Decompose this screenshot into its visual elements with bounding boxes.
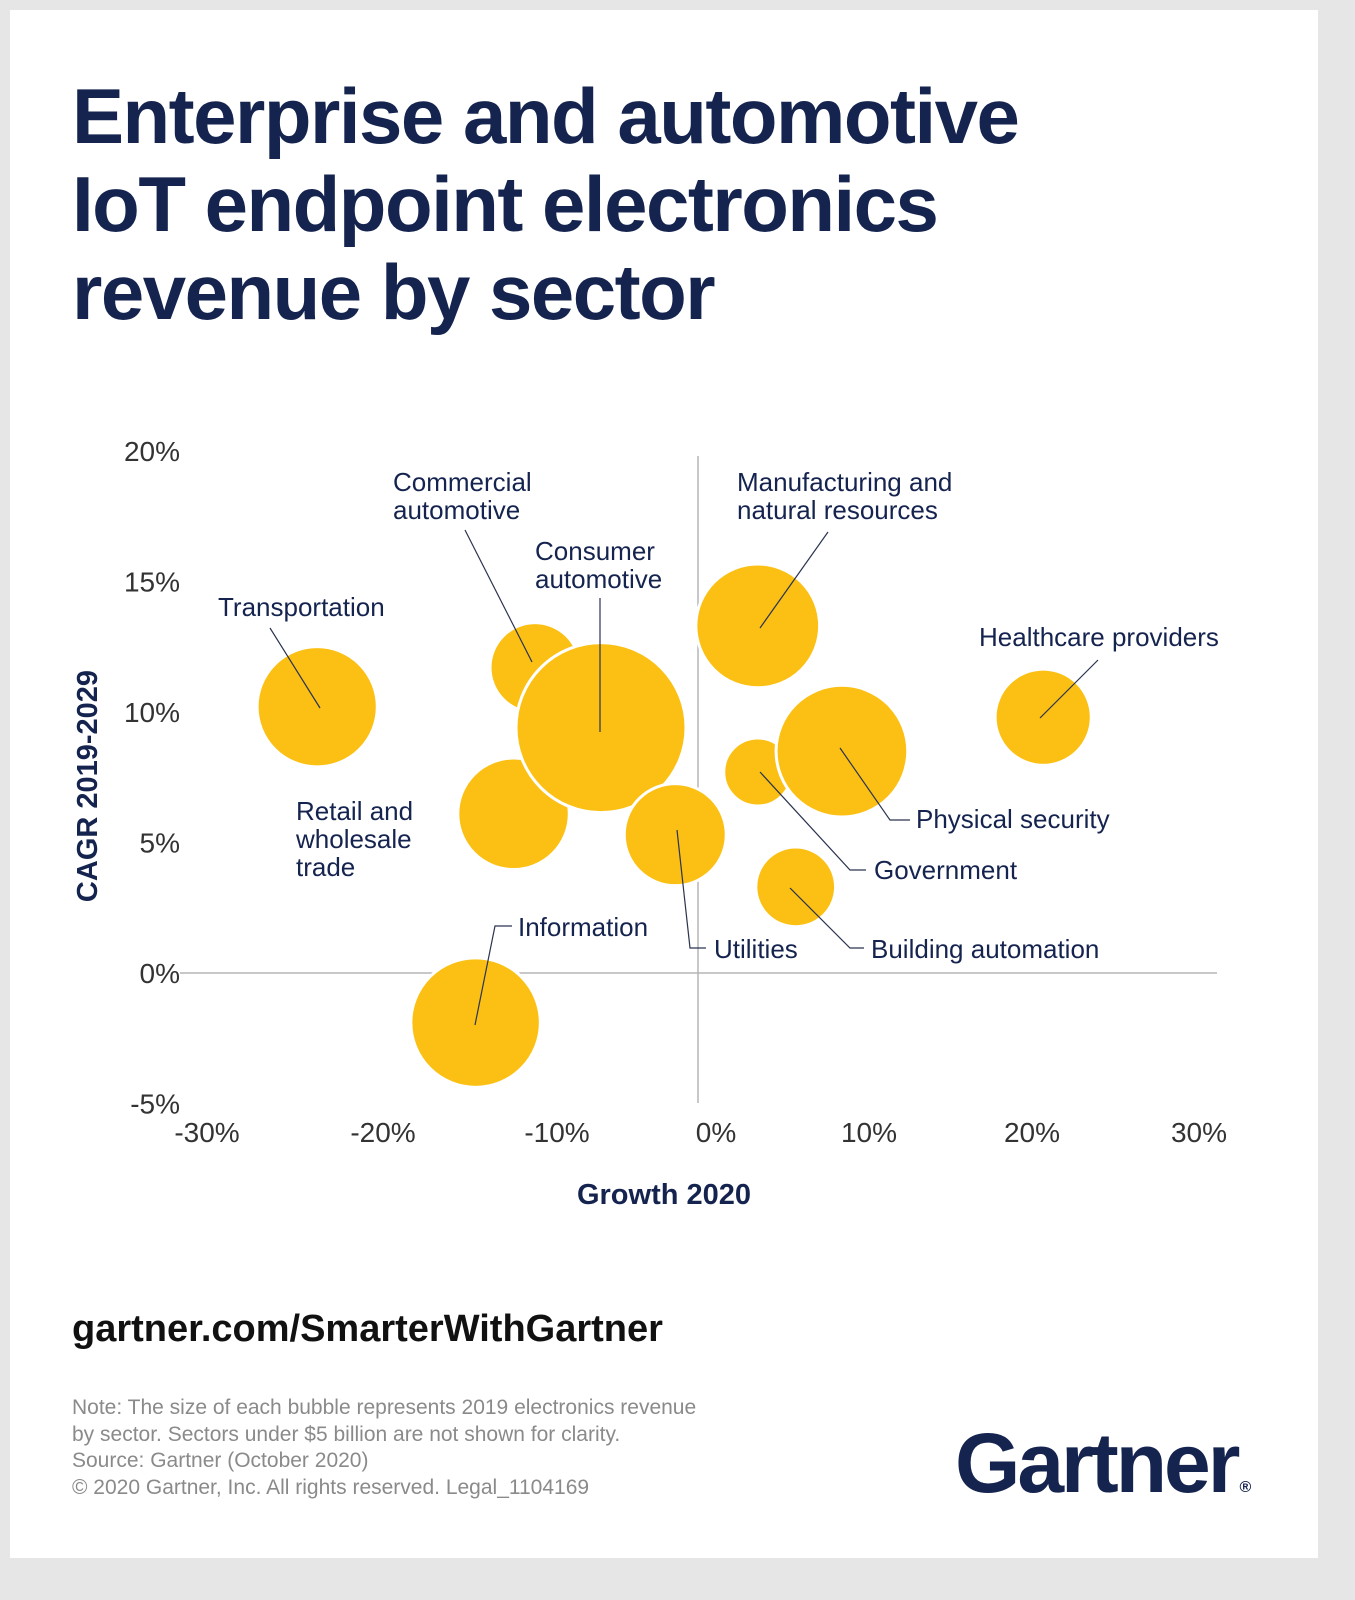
leader-line xyxy=(464,529,533,663)
title-line: Enterprise and automotive xyxy=(72,72,1020,160)
y-tick-label: 15% xyxy=(124,567,180,598)
bubble-label: Information xyxy=(518,912,648,942)
leader-line xyxy=(676,829,706,949)
bubble-building-automation xyxy=(754,845,838,929)
bubble-label: Commercial xyxy=(393,467,532,497)
axes: -30% -20% -10% 0% 10% 20% 30% -5% 0% 5% 10% 15% 20% xyxy=(124,436,1227,1148)
footnotes: Note: The size of each bubble represents… xyxy=(72,1395,696,1501)
x-axis-title: Growth 2020 xyxy=(577,1179,751,1211)
x-tick-label: -20% xyxy=(350,1117,415,1148)
bubble-label: automotive xyxy=(535,564,662,594)
leader-line xyxy=(759,531,829,629)
y-axis-title: CAGR 2019-2029 xyxy=(72,670,104,902)
bubble-label: Healthcare providers xyxy=(979,622,1219,652)
leader-line xyxy=(1039,659,1099,719)
y-tick-label: 10% xyxy=(124,697,180,728)
bubble-label: Transportation xyxy=(218,592,385,622)
bubble-label: Retail and xyxy=(296,796,413,826)
footnote-line: Source: Gartner (October 2020) xyxy=(72,1449,369,1472)
bubble-label: Building automation xyxy=(871,934,1099,964)
bubble-label: wholesale xyxy=(295,824,412,854)
leader-line xyxy=(759,771,866,871)
x-tick-label: -30% xyxy=(174,1117,239,1148)
registered-mark: ® xyxy=(1239,1479,1252,1496)
chart-title: Enterprise and automotive IoT endpoint e… xyxy=(72,72,1020,336)
bubble-transportation xyxy=(255,645,379,769)
leader-line xyxy=(839,747,910,821)
x-tick-label: 0% xyxy=(696,1117,736,1148)
leader-lines xyxy=(269,529,1099,1026)
bubble-manufacturing-and-natural-resources xyxy=(694,562,822,690)
x-tick-label: -10% xyxy=(524,1117,589,1148)
footnote-line: © 2020 Gartner, Inc. All rights reserved… xyxy=(72,1475,590,1499)
x-tick-label: 30% xyxy=(1171,1117,1227,1148)
bubble-label: Physical security xyxy=(916,804,1110,834)
leader-line xyxy=(474,925,512,1026)
bubble-consumer-automotive xyxy=(514,641,688,815)
x-tick-label: 20% xyxy=(1004,1117,1060,1148)
x-tick-label: 10% xyxy=(841,1117,897,1148)
y-tick-label: 20% xyxy=(124,436,180,467)
bubble-label: Consumer xyxy=(535,536,655,566)
title-line: revenue by sector xyxy=(72,248,716,336)
source-url-link[interactable]: gartner.com/SmarterWithGartner xyxy=(72,1308,663,1350)
title-line: IoT endpoint electronics xyxy=(72,160,939,248)
bubble-label: Manufacturing and xyxy=(737,467,952,497)
bubble-utilities xyxy=(622,782,728,888)
bubble-label: automotive xyxy=(393,495,520,525)
leader-line xyxy=(789,887,864,949)
gartner-logo: Gartner ® xyxy=(955,1415,1251,1512)
bubble-label: Government xyxy=(874,855,1018,885)
bubble-label: Utilities xyxy=(714,934,798,964)
y-tick-label: 0% xyxy=(140,958,180,989)
y-tick-label: -5% xyxy=(130,1089,180,1120)
leader-line xyxy=(269,627,321,709)
footnote-line: Note: The size of each bubble represents… xyxy=(72,1396,697,1419)
y-tick-label: 5% xyxy=(140,828,180,859)
bubble-healthcare-providers xyxy=(993,667,1093,767)
footnote-line: by sector. Sectors under $5 billion are … xyxy=(72,1422,621,1446)
bubble-labels: TransportationCommercialautomotiveRetail… xyxy=(218,467,1219,964)
bubble-label: natural resources xyxy=(737,495,938,525)
logo-text: Gartner xyxy=(955,1416,1240,1510)
bubble-label: trade xyxy=(296,852,355,882)
